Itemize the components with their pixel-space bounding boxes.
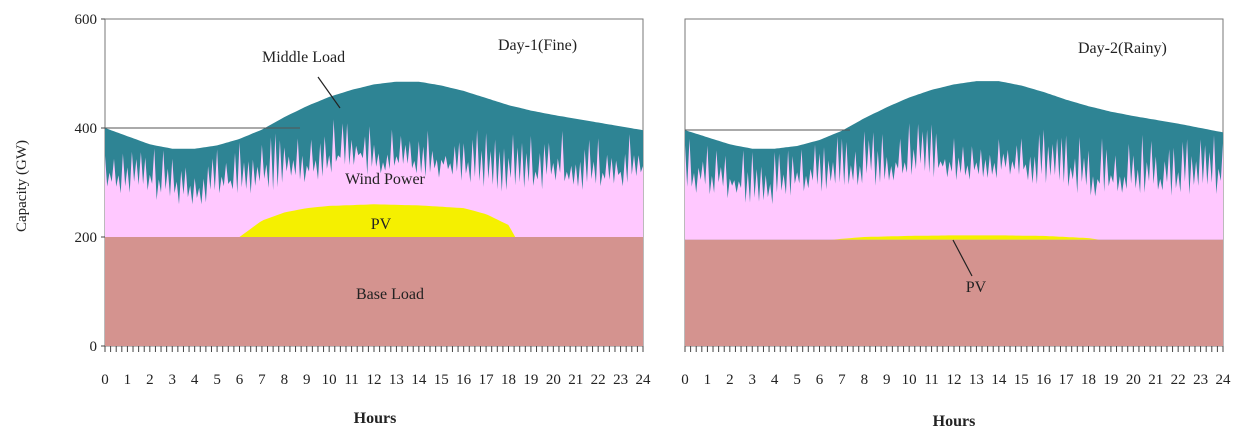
wind-power-area (685, 123, 1223, 240)
x-tick-label: 6 (816, 372, 824, 388)
x-tick-label: 5 (213, 372, 221, 388)
x-tick-label: 23 (613, 372, 628, 388)
pv-label: PV (966, 279, 987, 296)
x-tick-label: 1 (704, 372, 712, 388)
x-minor-ticks (104, 346, 644, 352)
x-tick-label: 19 (1103, 372, 1118, 388)
y-tick-labels: 0 200 400 600 (75, 12, 105, 355)
base-load-area (105, 237, 643, 346)
pv-area (239, 204, 516, 237)
x-tick-label: 7 (838, 372, 846, 388)
stacked-areas (105, 81, 643, 346)
middle-load-label: Middle Load (262, 49, 345, 66)
x-tick-label: 21 (1148, 372, 1163, 388)
x-tick-label: 21 (568, 372, 583, 388)
x-tick-label: 20 (1126, 372, 1141, 388)
x-tick-label: 14 (411, 372, 427, 388)
pv-area (830, 235, 1100, 240)
x-tick-label: 8 (281, 372, 289, 388)
x-tick-label: 12 (367, 372, 382, 388)
x-tick-label: 9 (303, 372, 311, 388)
pv-label: PV (371, 216, 392, 233)
x-tick-label: 15 (434, 372, 449, 388)
x-tick-label: 2 (146, 372, 154, 388)
base-load-label: Base Load (356, 286, 424, 303)
x-tick-label: 17 (1059, 372, 1075, 388)
x-tick-label: 15 (1014, 372, 1029, 388)
x-tick-label: 13 (389, 372, 404, 388)
x-tick-label: 18 (501, 372, 516, 388)
x-tick-labels: 0 1 2 3 4 5 6 7 8 9 10 11 12 13 14 15 16 17 18 19 20 21 22 23 24 (681, 372, 1231, 388)
x-tick-label: 4 (191, 372, 199, 388)
chart-title: Day-2(Rainy) (1078, 40, 1167, 57)
x-tick-label: 11 (924, 372, 938, 388)
x-tick-label: 0 (101, 372, 109, 388)
x-tick-label: 11 (344, 372, 358, 388)
y-tick-label: 200 (75, 230, 98, 246)
x-tick-label: 7 (258, 372, 266, 388)
chart-day-1: 0 1 2 3 4 5 6 7 8 9 10 11 12 13 14 15 16 17 18 19 20 21 22 23 24… (14, 12, 651, 427)
x-tick-label: 13 (969, 372, 984, 388)
wind-power-area (105, 119, 643, 237)
x-tick-label: 3 (169, 372, 177, 388)
x-tick-label: 23 (1193, 372, 1208, 388)
x-tick-label: 24 (1216, 372, 1232, 388)
x-tick-label: 6 (236, 372, 244, 388)
wind-power-label: Wind Power (345, 171, 425, 188)
x-tick-label: 2 (726, 372, 734, 388)
x-tick-labels: 0 1 2 3 4 5 6 7 8 9 10 11 12 13 14 15 16 17 18 19 20 21 22 23 24 (101, 372, 651, 388)
x-tick-label: 5 (793, 372, 801, 388)
x-tick-label: 22 (1171, 372, 1186, 388)
x-tick-label: 24 (636, 372, 652, 388)
x-tick-label: 20 (546, 372, 561, 388)
x-tick-label: 10 (322, 372, 337, 388)
x-tick-label: 16 (456, 372, 472, 388)
x-tick-label: 0 (681, 372, 689, 388)
x-axis-label: Hours (933, 413, 976, 430)
y-axis-label: Capacity (GW) (14, 140, 30, 232)
y-tick-label: 400 (75, 121, 98, 137)
middle-load-leader-line (317, 76, 341, 109)
x-axis-label: Hours (354, 410, 397, 427)
x-tick-label: 18 (1081, 372, 1096, 388)
x-tick-label: 17 (479, 372, 495, 388)
x-tick-label: 19 (523, 372, 538, 388)
x-tick-label: 9 (883, 372, 891, 388)
chart-day-2: 0 1 2 3 4 5 6 7 8 9 10 11 12 13 14 15 16 17 18 19 20 21 22 23 24… (681, 18, 1231, 430)
x-tick-label: 10 (902, 372, 917, 388)
y-tick-label: 0 (90, 339, 98, 355)
x-tick-label: 14 (991, 372, 1007, 388)
y-tick-label: 600 (75, 12, 98, 28)
stacked-areas (685, 81, 1223, 346)
x-minor-ticks (684, 346, 1224, 352)
x-tick-label: 12 (947, 372, 962, 388)
x-tick-label: 4 (771, 372, 779, 388)
x-tick-label: 3 (749, 372, 757, 388)
x-tick-label: 1 (124, 372, 132, 388)
x-tick-label: 16 (1036, 372, 1052, 388)
pv-leader-line (952, 239, 973, 277)
chart-title: Day-1(Fine) (498, 37, 577, 54)
x-tick-label: 8 (861, 372, 869, 388)
x-tick-label: 22 (591, 372, 606, 388)
base-load-area (685, 239, 1223, 346)
